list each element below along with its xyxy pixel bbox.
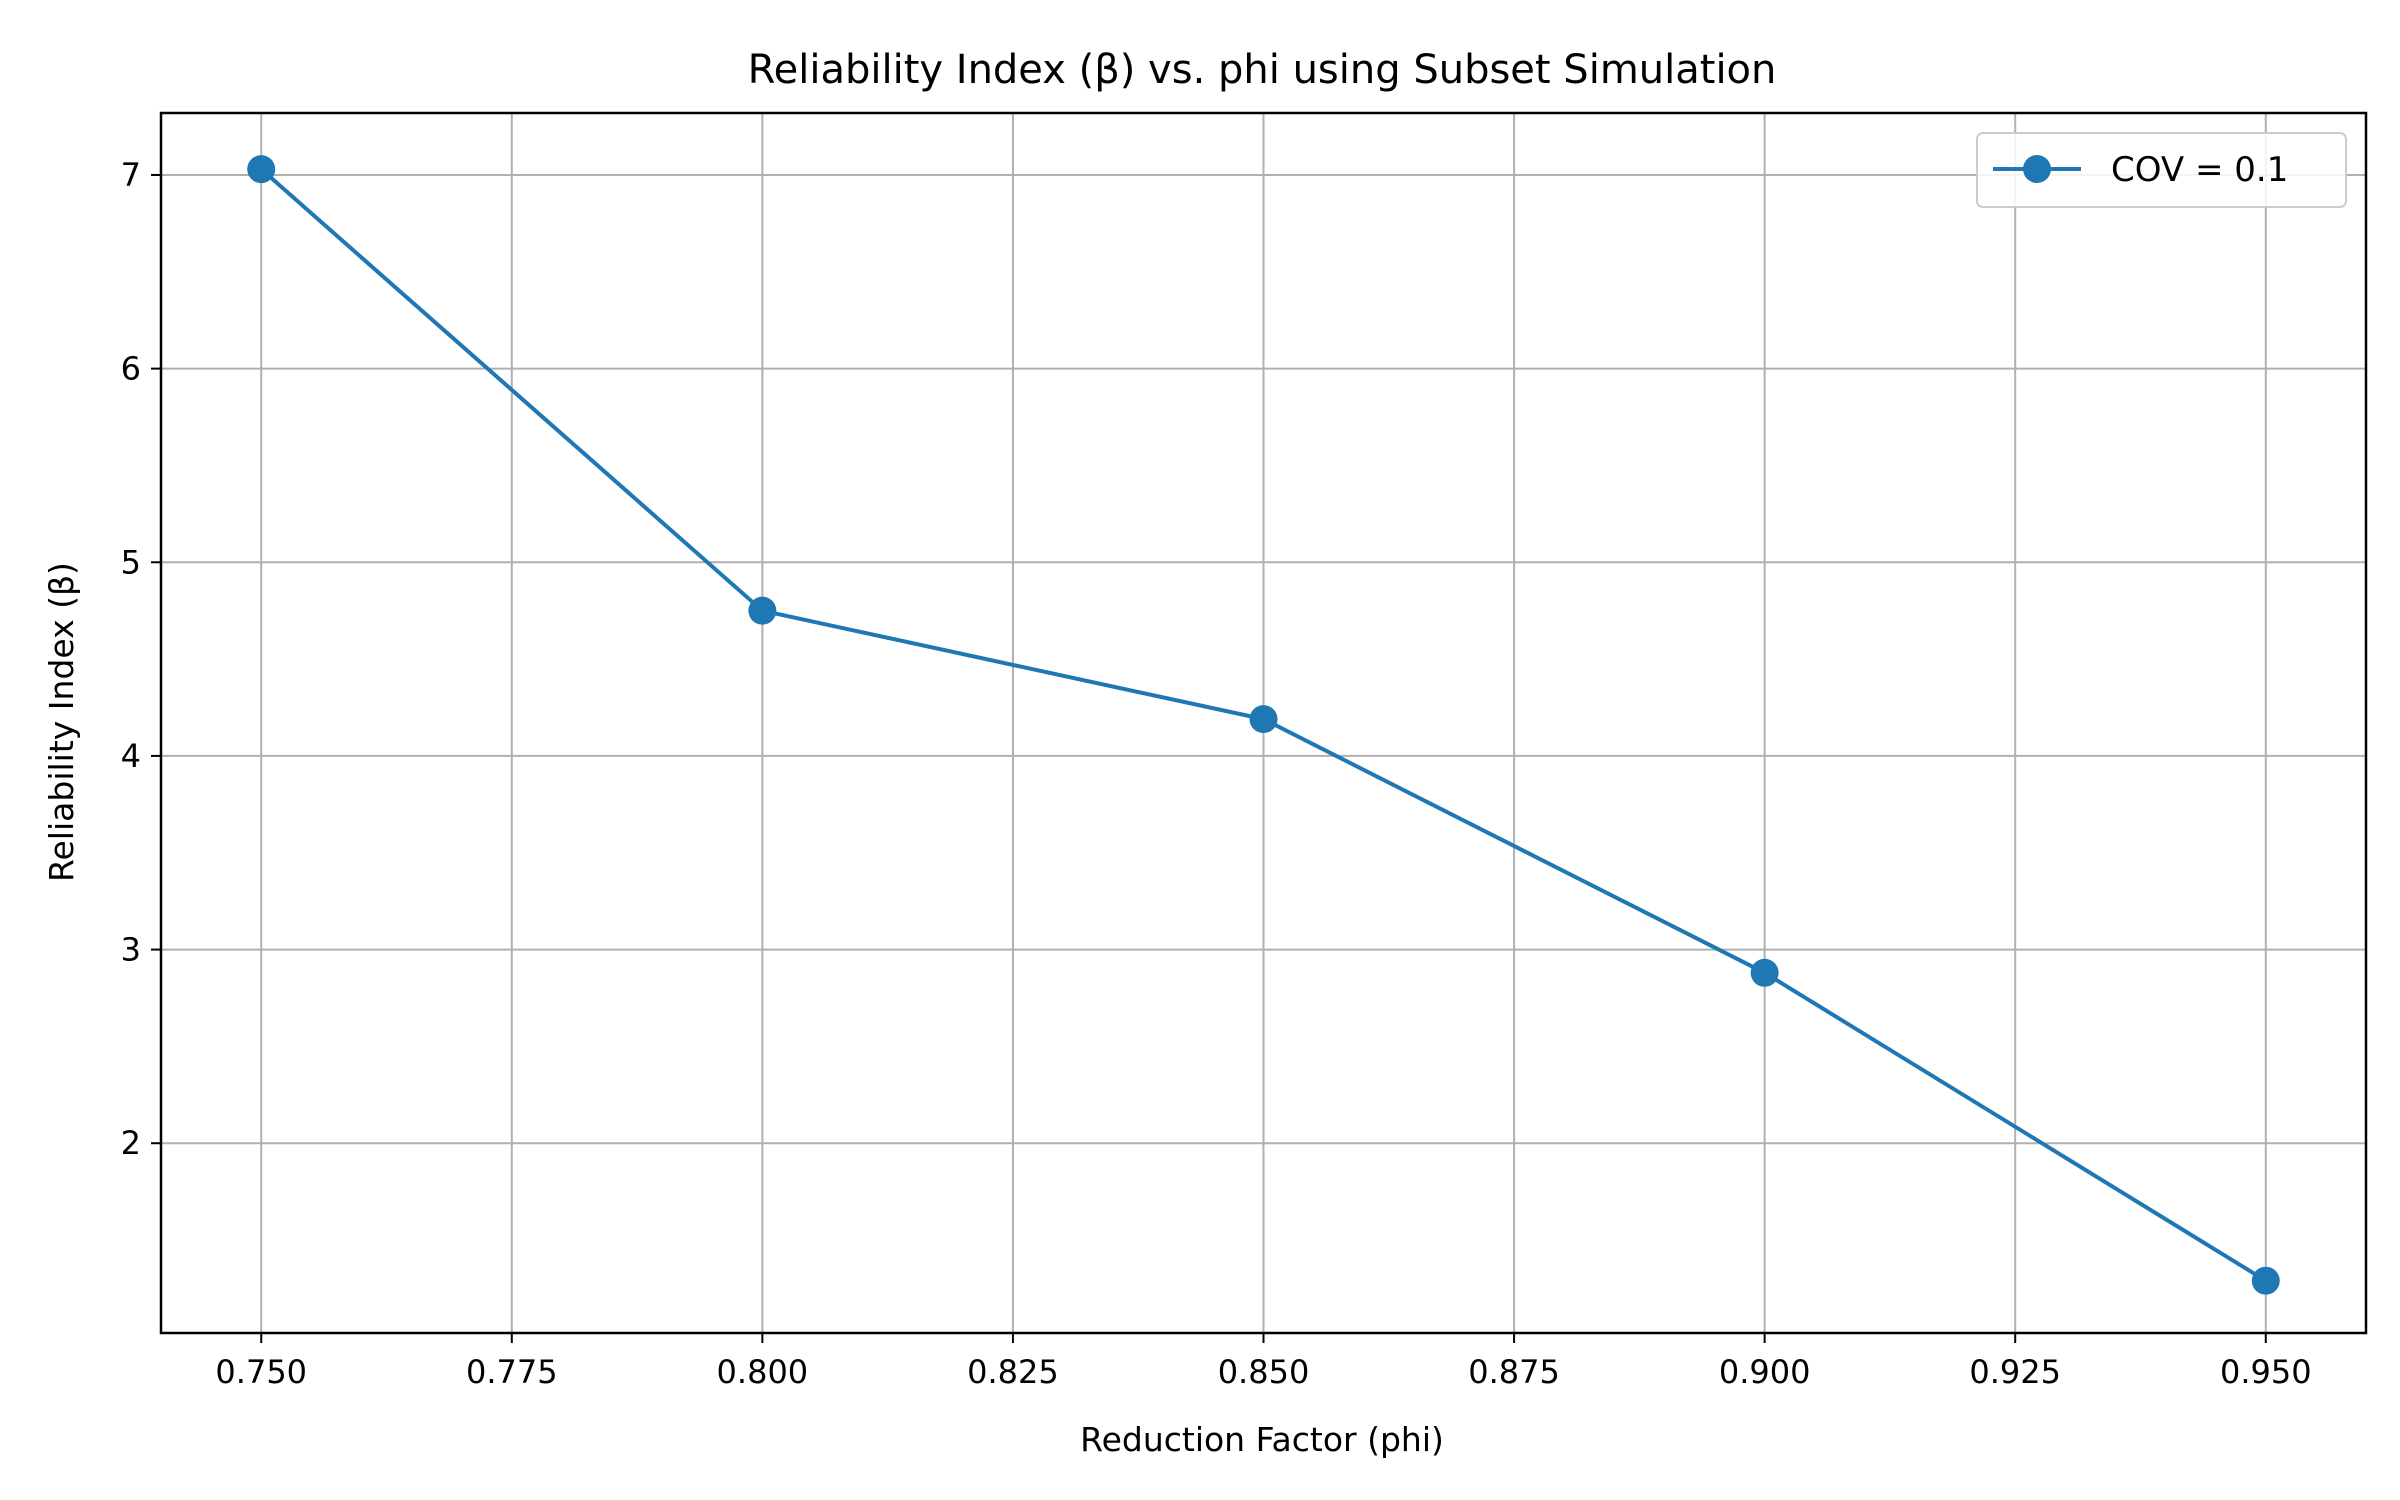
y-tick-label: 3 <box>121 931 141 969</box>
legend: COV = 0.1 <box>1976 132 2347 208</box>
x-axis-label: Reduction Factor (phi) <box>1080 1420 1444 1459</box>
y-tick-label: 4 <box>121 737 141 775</box>
y-tick-label: 7 <box>121 156 141 194</box>
x-tick-label: 0.950 <box>2220 1353 2312 1391</box>
data-point <box>2251 1266 2280 1295</box>
data-point <box>1249 705 1278 734</box>
y-tick-label: 5 <box>121 543 141 581</box>
y-axis: 2 3 4 5 6 7 <box>121 156 161 1162</box>
x-tick-label: 0.750 <box>215 1353 307 1391</box>
y-axis-label: Reliability Index (β) <box>42 562 81 882</box>
x-tick-label: 0.875 <box>1468 1353 1560 1391</box>
x-tick-label: 0.775 <box>466 1353 558 1391</box>
data-point <box>1750 958 1779 987</box>
x-tick-label: 0.850 <box>1218 1353 1310 1391</box>
data-point <box>247 155 276 184</box>
y-tick-label: 6 <box>121 350 141 388</box>
data-point <box>748 596 777 625</box>
legend-box <box>1976 132 2347 208</box>
y-tick-label: 2 <box>121 1124 141 1162</box>
legend-marker <box>2023 155 2051 183</box>
series-layer <box>247 155 2280 1295</box>
x-axis: 0.750 0.775 0.800 0.825 0.850 0.875 0.900 0.925… <box>215 1333 2312 1391</box>
x-tick-label: 0.925 <box>1969 1353 2061 1391</box>
legend-label: COV = 0.1 <box>2111 150 2288 190</box>
x-tick-label: 0.825 <box>967 1353 1059 1391</box>
chart-title: Reliability Index (β) vs. phi using Subs… <box>748 47 1777 93</box>
x-tick-label: 0.900 <box>1719 1353 1811 1391</box>
x-tick-label: 0.800 <box>717 1353 809 1391</box>
grid <box>161 113 2366 1333</box>
